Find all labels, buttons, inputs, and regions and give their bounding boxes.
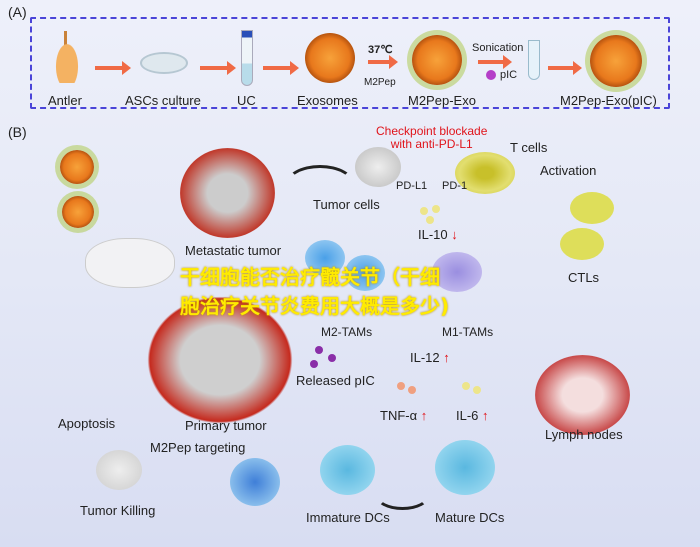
cytokine-icon	[420, 207, 428, 215]
released-pic-label: Released pIC	[296, 373, 375, 388]
sonication-label: Sonication	[472, 42, 524, 54]
pic-icon	[315, 346, 323, 354]
pd-l1-label: PD-L1	[396, 180, 428, 192]
up-arrow-icon: ↑	[443, 350, 450, 365]
exosome-icon	[62, 196, 94, 228]
metastatic-tumor-icon	[180, 148, 275, 238]
m2-tam-icon	[305, 240, 345, 276]
t-cells-label: T cells	[510, 140, 548, 155]
arrow-icon	[285, 165, 355, 205]
m2-macrophage-icon	[230, 458, 280, 506]
tumor-cell-icon	[355, 147, 401, 187]
arrow-icon	[263, 61, 299, 75]
tnf-text: TNF-α	[380, 408, 418, 423]
dead-cell-icon	[96, 450, 142, 490]
mouse-icon	[85, 238, 175, 288]
pic-icon	[328, 354, 336, 362]
step-exosomes: Exosomes	[297, 93, 358, 108]
il12-text: IL-12	[410, 350, 440, 365]
step-m2pep-exo-pic: M2Pep-Exo(pIC)	[560, 93, 657, 108]
tnf-label: TNF-α ↑	[380, 408, 427, 423]
m1-tams-label: M1-TAMs	[442, 325, 494, 339]
panel-a-label: (A)	[8, 4, 27, 20]
m2pep-label: M2Pep	[364, 77, 396, 88]
pic-icon	[310, 360, 318, 368]
ctl-icon	[570, 192, 614, 224]
immature-dcs-label: Immature DCs	[306, 510, 390, 525]
arrow-icon	[478, 55, 512, 69]
step-ascs-culture: ASCs culture	[125, 93, 201, 108]
metastatic-tumor-label: Metastatic tumor	[185, 243, 282, 258]
cytokine-icon	[426, 216, 434, 224]
ctls-label: CTLs	[568, 270, 600, 285]
checkpoint-line2: with anti-PD-L1	[390, 137, 473, 151]
mature-dc-icon	[435, 440, 495, 495]
step-uc: UC	[237, 93, 256, 108]
m2-tams-label: M2-TAMs	[321, 325, 373, 339]
m2pep-exo-pic-icon	[590, 35, 642, 87]
petri-dish-icon	[140, 52, 188, 74]
deer-icon	[48, 28, 86, 83]
temperature-label: 37℃	[368, 44, 393, 56]
primary-tumor-label: Primary tumor	[185, 418, 267, 433]
cytokine-icon	[462, 382, 470, 390]
pic-label: pIC	[500, 69, 518, 81]
watermark-overlay: 干细胞能否治疗髋关节（干细 胞治疗关节炎费用大概是多少)	[180, 263, 520, 321]
activation-label: Activation	[540, 163, 597, 178]
exosome-icon	[305, 33, 355, 83]
tumor-killing-label: Tumor Killing	[80, 503, 156, 518]
m2-tam-icon	[345, 255, 385, 291]
panel-b-label: (B)	[8, 124, 27, 140]
cytokine-icon	[408, 386, 416, 394]
overlay-line1: 干细胞能否治疗髋关节（干细	[180, 265, 440, 289]
step-antler: Antler	[48, 93, 82, 108]
panel-a-frame	[30, 17, 670, 109]
arrow-icon	[368, 55, 398, 69]
cytokine-icon	[432, 205, 440, 213]
arrow-icon	[95, 61, 131, 75]
il12-label: IL-12 ↑	[410, 350, 450, 365]
cytokine-icon	[473, 386, 481, 394]
m2pep-targeting-label: M2Pep targeting	[150, 440, 246, 455]
step-m2pep-exo: M2Pep-Exo	[408, 93, 476, 108]
arrow-icon	[548, 61, 582, 75]
apoptosis-label: Apoptosis	[58, 416, 116, 431]
m2pep-exo-icon	[412, 35, 462, 85]
cytokine-icon	[397, 382, 405, 390]
exosome-icon	[60, 150, 94, 184]
immature-dc-icon	[320, 445, 375, 495]
overlay-line2: 胞治疗关节炎费用大概是多少)	[180, 294, 450, 318]
il10-text: IL-10	[418, 227, 448, 242]
t-cell-icon	[455, 152, 515, 194]
il6-label: IL-6 ↑	[456, 408, 489, 423]
ctl-icon	[560, 228, 604, 260]
checkpoint-line1: Checkpoint blockade	[376, 124, 488, 138]
down-arrow-icon: ↓	[451, 227, 458, 242]
up-arrow-icon: ↑	[482, 408, 489, 423]
pd-1-label: PD-1	[442, 180, 468, 192]
m1-tam-icon	[432, 252, 482, 292]
eppendorf-icon	[528, 40, 540, 80]
arrow-icon	[200, 61, 236, 75]
primary-tumor-icon	[140, 290, 300, 430]
il6-text: IL-6	[456, 408, 479, 423]
mature-dcs-label: Mature DCs	[435, 510, 505, 525]
tube-icon	[241, 30, 253, 86]
checkpoint-label: Checkpoint blockade with anti-PD-L1	[376, 125, 487, 151]
up-arrow-icon: ↑	[420, 408, 428, 423]
lymph-nodes-label: Lymph nodes	[545, 427, 623, 442]
arrow-icon	[375, 480, 430, 510]
lymph-node-icon	[535, 355, 630, 435]
il10-label: IL-10 ↓	[418, 227, 458, 242]
pic-icon	[486, 70, 496, 80]
